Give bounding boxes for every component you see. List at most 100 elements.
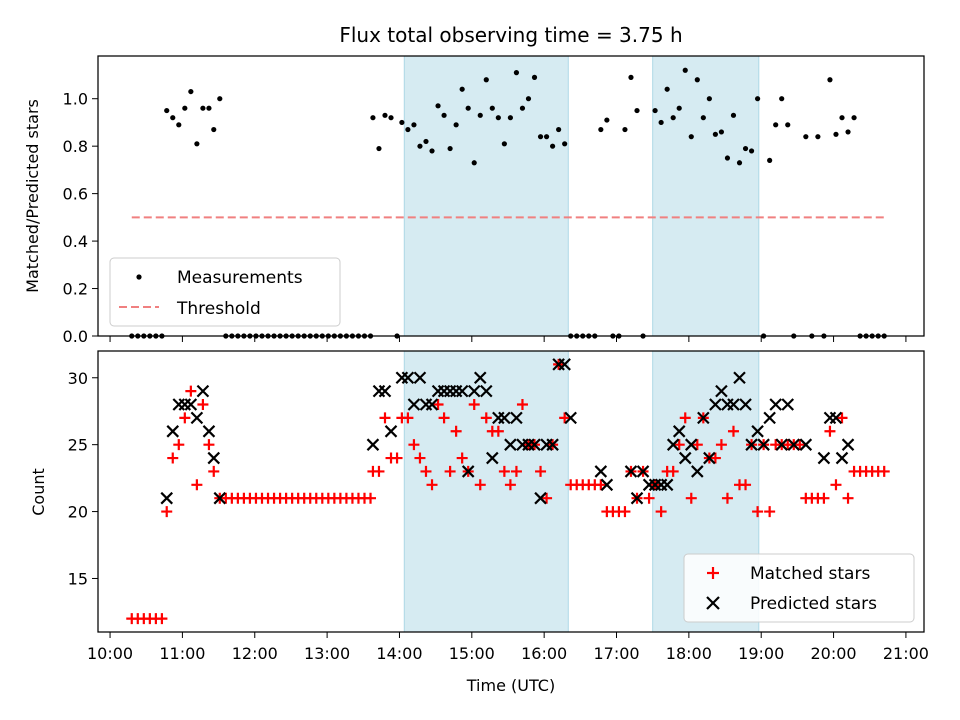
measurement-point bbox=[604, 117, 610, 123]
matched-star-marker bbox=[764, 506, 776, 518]
predicted-star-marker bbox=[684, 438, 698, 451]
measurement-point bbox=[664, 86, 670, 92]
matched-star-marker bbox=[643, 492, 655, 504]
predicted-star-marker bbox=[600, 478, 614, 492]
measurement-point bbox=[376, 145, 382, 152]
matched-star-marker bbox=[878, 465, 890, 477]
matched-star-marker bbox=[836, 412, 848, 424]
bottom-y-axis-label: Count bbox=[29, 468, 48, 516]
predicted-star-marker bbox=[781, 398, 795, 411]
y-tick-label: 20 bbox=[68, 503, 88, 522]
matched-star-marker bbox=[794, 439, 806, 451]
matched-star-marker bbox=[373, 465, 385, 477]
predicted-star-marker bbox=[467, 384, 481, 398]
measurement-point bbox=[562, 141, 568, 147]
matched-star-marker bbox=[752, 506, 764, 518]
measurement-point bbox=[724, 155, 731, 161]
measurement-point bbox=[465, 105, 471, 111]
predicted-star-marker bbox=[703, 451, 716, 465]
measurement-point bbox=[767, 157, 773, 164]
predicted-star-marker bbox=[366, 438, 380, 451]
predicted-star-marker bbox=[510, 411, 523, 425]
measurement-point bbox=[803, 134, 809, 140]
bottom-x-ticks: 10:00 11:00 12:00 13:00 14:00 15:00 16:00 17:00… bbox=[87, 632, 929, 663]
matched-star-marker bbox=[432, 399, 444, 411]
measurement-point bbox=[754, 96, 761, 102]
measurement-point bbox=[483, 77, 489, 83]
matched-star-marker bbox=[715, 439, 727, 451]
matched-star-marker bbox=[185, 385, 197, 397]
predicted-star-marker bbox=[817, 451, 831, 465]
measurement-point bbox=[399, 119, 405, 126]
matched-star-marker bbox=[414, 452, 426, 464]
measurement-point bbox=[188, 88, 194, 95]
predicted-star-marker bbox=[835, 451, 849, 465]
x-tick-label: 15:00 bbox=[449, 644, 495, 663]
predicted-star-marker bbox=[636, 465, 650, 478]
matched-star-marker bbox=[541, 492, 553, 504]
predicted-star-marker bbox=[461, 465, 475, 478]
measurement-point bbox=[453, 122, 459, 128]
matched-star-marker bbox=[516, 399, 528, 411]
y-tick-label: 25 bbox=[68, 436, 88, 455]
matched-star-marker bbox=[450, 425, 462, 437]
measurement-point bbox=[370, 115, 376, 121]
matched-star-marker bbox=[480, 412, 492, 424]
predicted-star-marker bbox=[546, 438, 559, 451]
measurement-point bbox=[634, 107, 640, 114]
measurement-point bbox=[622, 126, 628, 133]
y-tick-label: 0.8 bbox=[63, 137, 88, 156]
matched-star-marker bbox=[426, 479, 438, 491]
predicted-star-marker bbox=[207, 451, 221, 465]
matched-stars-series bbox=[126, 358, 890, 625]
measurement-point bbox=[718, 129, 725, 135]
matched-star-marker bbox=[391, 452, 403, 464]
predicted-star-marker bbox=[564, 411, 577, 425]
predicted-stars-series bbox=[160, 358, 855, 505]
matched-star-marker bbox=[691, 439, 703, 451]
x-tick-label: 19:00 bbox=[738, 644, 784, 663]
y-tick-label: 30 bbox=[68, 369, 88, 388]
measurement-point bbox=[471, 160, 477, 166]
chart-title: Flux total observing time = 3.75 h bbox=[339, 23, 682, 47]
matched-star-marker bbox=[402, 412, 414, 424]
matched-star-marker bbox=[595, 479, 607, 491]
measurement-point bbox=[785, 122, 791, 128]
x-tick-label: 17:00 bbox=[593, 644, 639, 663]
predicted-star-marker bbox=[401, 371, 415, 385]
measurement-point bbox=[742, 145, 749, 152]
measurement-point bbox=[194, 141, 200, 147]
measurement-point bbox=[815, 134, 821, 140]
predicted-star-marker bbox=[757, 438, 770, 451]
measurement-point bbox=[827, 77, 833, 83]
measurement-point bbox=[211, 126, 217, 133]
measurement-point bbox=[736, 160, 743, 166]
shaded-span bbox=[403, 350, 569, 633]
x-tick-label: 18:00 bbox=[666, 644, 712, 663]
measurement-point bbox=[441, 112, 447, 118]
predicted-star-marker bbox=[413, 371, 427, 385]
matched-star-marker bbox=[191, 479, 203, 491]
top-axes-frame bbox=[97, 55, 925, 337]
x-axis-label: Time (UTC) bbox=[466, 676, 555, 695]
y-tick-label: 0.2 bbox=[63, 280, 88, 299]
measurement-point bbox=[435, 103, 441, 109]
matched-star-marker bbox=[438, 412, 450, 424]
matched-star-marker bbox=[420, 465, 432, 477]
predicted-star-marker bbox=[166, 425, 180, 438]
legend-label-matched: Matched stars bbox=[750, 564, 870, 584]
predicted-star-marker bbox=[473, 371, 487, 385]
measurement-point bbox=[712, 131, 718, 137]
matched-star-marker bbox=[492, 425, 504, 437]
matched-star-marker bbox=[161, 506, 173, 518]
predicted-star-marker bbox=[407, 398, 421, 411]
matched-star-marker bbox=[179, 412, 191, 424]
predicted-star-marker bbox=[455, 384, 469, 398]
legend-label-threshold: Threshold bbox=[176, 299, 261, 319]
predicted-star-marker bbox=[769, 398, 782, 411]
matched-star-marker bbox=[824, 425, 836, 437]
predicted-star-marker bbox=[480, 384, 493, 398]
legend-plus-icon bbox=[707, 567, 719, 579]
matched-star-marker bbox=[667, 465, 679, 477]
matched-star-marker bbox=[818, 492, 830, 504]
